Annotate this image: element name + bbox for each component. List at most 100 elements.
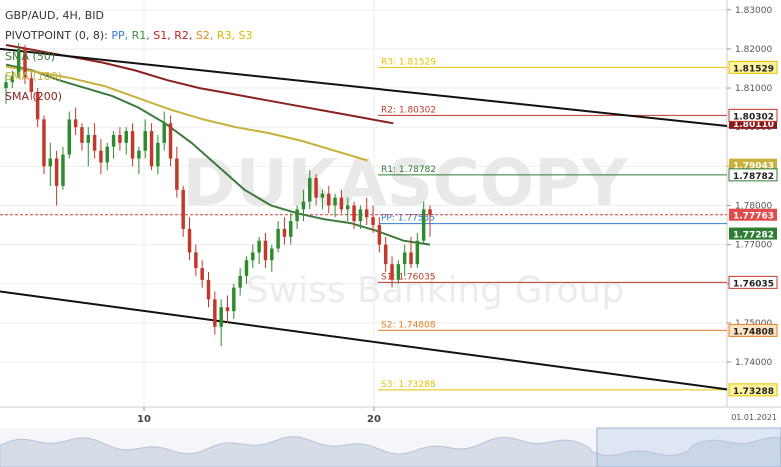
candle[interactable]	[428, 205, 432, 237]
candle[interactable]	[48, 142, 53, 186]
candle[interactable]	[339, 189, 344, 214]
candle[interactable]	[67, 111, 72, 159]
candle-body[interactable]	[225, 307, 230, 312]
candle[interactable]	[206, 271, 211, 308]
candle-body[interactable]	[4, 82, 8, 89]
candle-body[interactable]	[111, 135, 116, 147]
candle-body[interactable]	[295, 209, 299, 222]
candle-body[interactable]	[137, 150, 141, 159]
candle[interactable]	[301, 189, 306, 222]
candle[interactable]	[251, 244, 255, 269]
candle[interactable]	[402, 244, 407, 276]
candle[interactable]	[295, 205, 299, 229]
candle-body[interactable]	[276, 228, 280, 249]
candle-body[interactable]	[175, 158, 179, 190]
candle[interactable]	[396, 260, 401, 284]
candle-body[interactable]	[54, 158, 59, 186]
candle[interactable]	[61, 146, 65, 190]
candle-body[interactable]	[149, 131, 154, 167]
candle-body[interactable]	[105, 146, 109, 163]
candle[interactable]	[175, 146, 179, 198]
candle[interactable]	[187, 217, 192, 261]
candle[interactable]	[10, 70, 15, 89]
candle-body[interactable]	[257, 240, 261, 253]
candle[interactable]	[263, 232, 268, 269]
candle[interactable]	[124, 127, 128, 155]
candle-body[interactable]	[282, 228, 287, 237]
candle[interactable]	[219, 299, 223, 347]
candle[interactable]	[29, 72, 34, 100]
candle[interactable]	[390, 256, 394, 288]
candle-body[interactable]	[383, 244, 388, 265]
candle-body[interactable]	[48, 158, 53, 167]
candle-body[interactable]	[345, 205, 350, 210]
candle-body[interactable]	[364, 209, 369, 218]
candle-body[interactable]	[156, 142, 160, 167]
candle-body[interactable]	[428, 209, 432, 215]
candle[interactable]	[130, 123, 135, 167]
candle[interactable]	[213, 291, 217, 335]
navigator[interactable]	[0, 427, 781, 467]
candle-body[interactable]	[187, 228, 192, 253]
candle[interactable]	[276, 221, 280, 253]
candle-body[interactable]	[213, 299, 217, 327]
candle[interactable]	[345, 197, 350, 222]
candle-body[interactable]	[339, 197, 344, 210]
candle-body[interactable]	[206, 279, 211, 300]
candle[interactable]	[73, 107, 78, 136]
candle[interactable]	[383, 236, 388, 272]
candle-body[interactable]	[92, 135, 97, 151]
candle-body[interactable]	[130, 131, 135, 159]
candle[interactable]	[238, 268, 242, 296]
candle-body[interactable]	[232, 287, 236, 312]
candle[interactable]	[16, 43, 21, 79]
candle-body[interactable]	[390, 264, 394, 280]
candle[interactable]	[35, 88, 40, 128]
candle-body[interactable]	[219, 307, 223, 327]
candle[interactable]	[143, 119, 147, 159]
candle-body[interactable]	[124, 131, 128, 143]
candle-body[interactable]	[358, 209, 363, 222]
candle[interactable]	[377, 217, 382, 253]
candle[interactable]	[225, 295, 230, 323]
candle-body[interactable]	[10, 76, 15, 83]
candles[interactable]	[4, 43, 432, 347]
candle-body[interactable]	[301, 201, 306, 210]
candle-body[interactable]	[67, 119, 72, 155]
candle[interactable]	[308, 170, 312, 210]
candle[interactable]	[282, 217, 287, 245]
candle-body[interactable]	[352, 205, 356, 222]
candle[interactable]	[421, 201, 426, 245]
candle[interactable]	[270, 244, 274, 272]
candle[interactable]	[23, 45, 27, 85]
candle-body[interactable]	[181, 189, 185, 229]
candle[interactable]	[327, 185, 331, 214]
candle-body[interactable]	[35, 91, 40, 120]
candle-body[interactable]	[200, 268, 204, 280]
candle-body[interactable]	[270, 248, 274, 261]
candle-body[interactable]	[238, 275, 242, 288]
candle[interactable]	[4, 74, 8, 104]
navigator-window[interactable]	[596, 427, 781, 467]
candle-body[interactable]	[42, 119, 46, 167]
candle[interactable]	[42, 115, 46, 175]
candle-body[interactable]	[327, 193, 331, 206]
candle[interactable]	[99, 138, 103, 175]
candle-body[interactable]	[23, 48, 27, 79]
candle[interactable]	[409, 236, 413, 269]
candle-body[interactable]	[320, 193, 325, 198]
candle[interactable]	[257, 236, 261, 265]
candle-body[interactable]	[244, 260, 249, 276]
candle-body[interactable]	[118, 135, 122, 143]
candle-body[interactable]	[415, 240, 420, 265]
candle-body[interactable]	[80, 127, 84, 143]
candle-body[interactable]	[308, 178, 312, 202]
candle-body[interactable]	[251, 252, 255, 261]
candle[interactable]	[118, 127, 122, 151]
candle[interactable]	[92, 123, 97, 159]
candle-body[interactable]	[402, 252, 407, 265]
candle[interactable]	[352, 201, 356, 229]
candle-body[interactable]	[371, 217, 375, 226]
candle[interactable]	[364, 197, 369, 226]
candle[interactable]	[181, 185, 185, 237]
